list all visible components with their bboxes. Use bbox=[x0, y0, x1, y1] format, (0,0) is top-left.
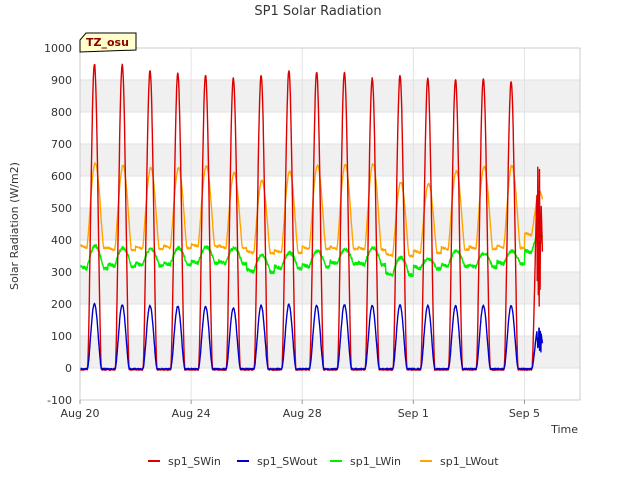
y-tick-label: 700 bbox=[51, 138, 72, 151]
x-axis-ticks: Aug 20 Aug 24 Aug 28 Sep 1 Sep 5 bbox=[61, 400, 540, 420]
plot-area bbox=[80, 48, 580, 400]
plot-band bbox=[80, 176, 580, 208]
plot-band bbox=[80, 112, 580, 144]
y-tick-label: 100 bbox=[51, 330, 72, 343]
plot-band bbox=[80, 304, 580, 336]
chart-title: SP1 Solar Radiation bbox=[254, 4, 381, 19]
plot-band bbox=[80, 272, 580, 304]
series-line-sp1_LWin bbox=[79, 231, 544, 278]
y-tick-label: 400 bbox=[51, 234, 72, 247]
legend-label-sp1_SWin: sp1_SWin bbox=[168, 455, 221, 468]
y-tick-label: 900 bbox=[51, 74, 72, 87]
y-tick-label: 500 bbox=[51, 202, 72, 215]
y-tick-label: 300 bbox=[51, 266, 72, 279]
legend: sp1_SWin sp1_SWout sp1_LWin sp1_LWout bbox=[148, 455, 499, 468]
series-layer bbox=[79, 63, 544, 371]
plot-band bbox=[80, 48, 580, 80]
legend-label-sp1_LWout: sp1_LWout bbox=[440, 455, 499, 468]
plot-band bbox=[80, 208, 580, 240]
x-tick-label: Sep 5 bbox=[509, 407, 540, 420]
y-tick-label: 200 bbox=[51, 298, 72, 311]
x-tick-label: Aug 28 bbox=[283, 407, 322, 420]
plot-border bbox=[79, 47, 581, 401]
badge-label: TZ_osu bbox=[86, 36, 129, 49]
x-tick-label: Aug 20 bbox=[61, 407, 100, 420]
plot-band bbox=[80, 368, 580, 400]
y-tick-label: 1000 bbox=[44, 42, 72, 55]
badge-shape bbox=[79, 32, 137, 53]
x-tick-label: Aug 24 bbox=[172, 407, 211, 420]
plot-band bbox=[80, 80, 580, 112]
plot-band bbox=[80, 144, 580, 176]
series-line-sp1_LWout bbox=[79, 162, 544, 258]
plot-band bbox=[80, 336, 580, 368]
y-axis-ticks: -100 0 100 200 300 400 500 600 700 800 900 1000 bbox=[44, 42, 72, 407]
legend-label-sp1_SWout: sp1_SWout bbox=[257, 455, 318, 468]
y-tick-label: -100 bbox=[47, 394, 72, 407]
y-tick-label: 0 bbox=[65, 362, 72, 375]
y-axis-title: Solar Radiation (W/m2) bbox=[8, 162, 21, 290]
x-tick-label: Sep 1 bbox=[398, 407, 429, 420]
x-axis-title: Time bbox=[550, 423, 578, 436]
y-tick-label: 800 bbox=[51, 106, 72, 119]
y-tick-label: 600 bbox=[51, 170, 72, 183]
timezone-badge: TZ_osu bbox=[79, 32, 137, 53]
series-line-sp1_SWout bbox=[79, 302, 544, 371]
legend-label-sp1_LWin: sp1_LWin bbox=[350, 455, 401, 468]
